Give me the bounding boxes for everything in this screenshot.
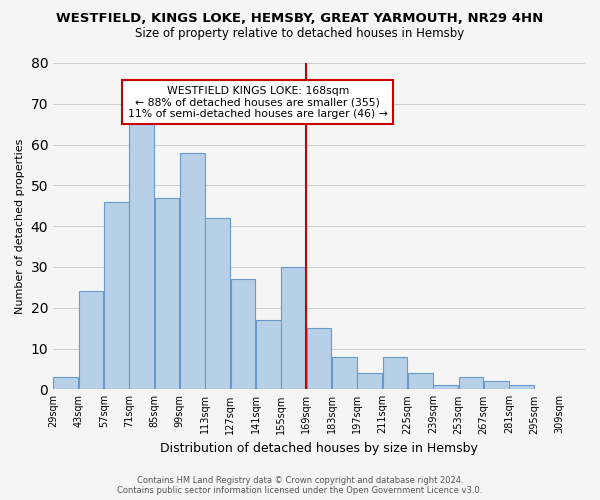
Bar — [459, 377, 483, 390]
Bar — [180, 152, 205, 390]
Bar — [433, 385, 458, 390]
Bar — [155, 198, 179, 390]
Bar — [104, 202, 128, 390]
Bar — [358, 373, 382, 390]
Y-axis label: Number of detached properties: Number of detached properties — [15, 138, 25, 314]
Bar — [509, 385, 534, 390]
Bar — [231, 279, 255, 390]
Text: Size of property relative to detached houses in Hemsby: Size of property relative to detached ho… — [136, 28, 464, 40]
Bar — [383, 356, 407, 390]
Bar — [256, 320, 281, 390]
Bar — [408, 373, 433, 390]
Bar — [130, 116, 154, 390]
Text: WESTFIELD, KINGS LOKE, HEMSBY, GREAT YARMOUTH, NR29 4HN: WESTFIELD, KINGS LOKE, HEMSBY, GREAT YAR… — [56, 12, 544, 26]
X-axis label: Distribution of detached houses by size in Hemsby: Distribution of detached houses by size … — [160, 442, 478, 455]
Bar — [484, 381, 509, 390]
Bar — [205, 218, 230, 390]
Text: Contains HM Land Registry data © Crown copyright and database right 2024.
Contai: Contains HM Land Registry data © Crown c… — [118, 476, 482, 495]
Bar — [307, 328, 331, 390]
Bar — [332, 356, 356, 390]
Bar — [53, 377, 78, 390]
Text: WESTFIELD KINGS LOKE: 168sqm
← 88% of detached houses are smaller (355)
11% of s: WESTFIELD KINGS LOKE: 168sqm ← 88% of de… — [128, 86, 388, 119]
Bar — [79, 292, 103, 390]
Bar — [281, 267, 306, 390]
